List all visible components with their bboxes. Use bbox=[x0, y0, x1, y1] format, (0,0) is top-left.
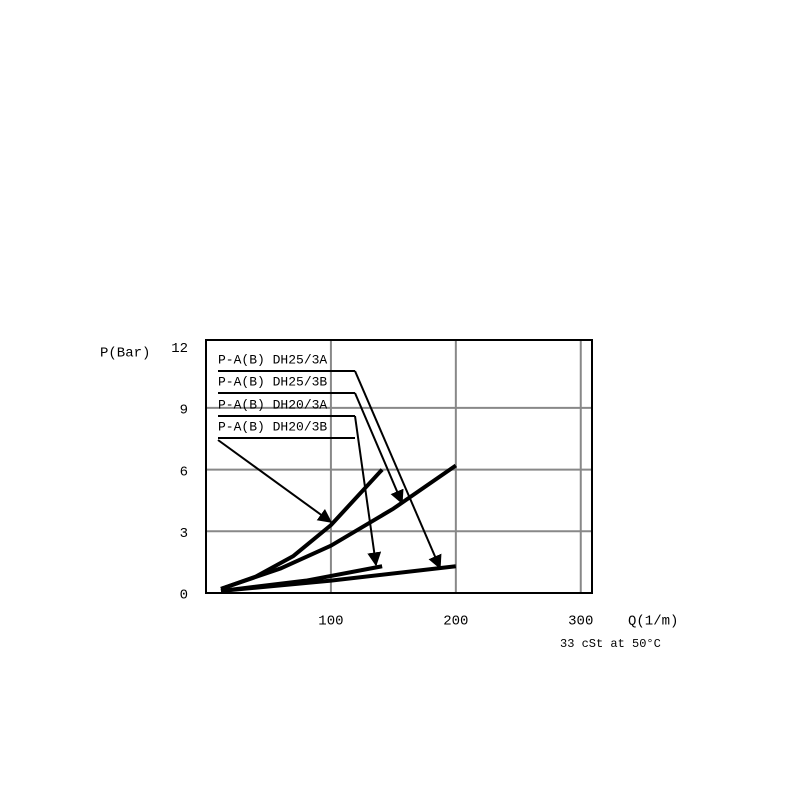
note: 33 cSt at 50°C bbox=[560, 637, 661, 651]
y-tick-label: 0 bbox=[180, 588, 188, 604]
x-axis-label: Q(1/m) bbox=[628, 614, 678, 630]
x-tick-label: 300 bbox=[568, 614, 593, 630]
y-tick-label: 3 bbox=[180, 526, 188, 542]
y-tick-label: 9 bbox=[180, 403, 188, 419]
legend-label: P-A(B) DH20/3A bbox=[218, 397, 327, 412]
legend-label: P-A(B) DH25/3B bbox=[218, 374, 327, 389]
leader-arrow bbox=[354, 392, 404, 505]
y-tick-label: 6 bbox=[180, 464, 188, 480]
leader-arrow bbox=[354, 370, 442, 570]
series-line bbox=[220, 468, 384, 591]
plot-frame bbox=[205, 339, 593, 594]
leader-arrow bbox=[217, 439, 333, 523]
series-line bbox=[220, 564, 383, 593]
legend-label: P-A(B) DH25/3A bbox=[218, 352, 327, 367]
legend-label: P-A(B) DH20/3B bbox=[218, 419, 327, 434]
y-axis-label: P(Bar) bbox=[100, 346, 150, 362]
y-tick-label: 12 bbox=[171, 341, 188, 357]
x-tick-label: 200 bbox=[443, 614, 468, 630]
x-tick-label: 100 bbox=[318, 614, 343, 630]
